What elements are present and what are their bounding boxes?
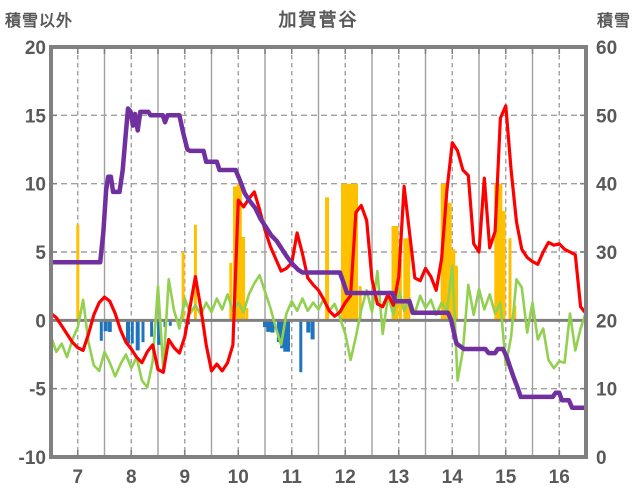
right-axis-tick-label: 30 xyxy=(596,243,617,264)
x-axis-tick-label: 7 xyxy=(72,467,83,488)
blue-bar xyxy=(168,320,172,326)
blue-bar xyxy=(283,320,288,352)
orange-bar xyxy=(508,238,512,321)
orange-bar xyxy=(455,265,458,321)
blue-bar xyxy=(310,320,315,340)
snow-depth-purple-line xyxy=(49,106,588,411)
orange-bar xyxy=(391,226,399,321)
blue-bar xyxy=(130,320,134,344)
x-axis-tick-label: 14 xyxy=(442,467,464,488)
blue-bar xyxy=(99,320,103,341)
x-axis-tick-label: 11 xyxy=(282,467,303,488)
blue-bar xyxy=(287,320,290,352)
x-axis-tick-label: 9 xyxy=(179,467,190,488)
blue-bar xyxy=(103,320,108,332)
blue-bar xyxy=(107,320,112,332)
right-axis-tick-label: 0 xyxy=(596,448,607,469)
blue-bar xyxy=(306,320,311,333)
left-axis-tick-label: 5 xyxy=(35,243,46,264)
orange-bar xyxy=(513,305,517,321)
blue-bar xyxy=(157,320,162,345)
x-axis-tick-label: 16 xyxy=(549,467,570,488)
left-axis-tick-label: 10 xyxy=(25,175,46,196)
blue-bar xyxy=(150,320,154,337)
x-axis-tick-label: 13 xyxy=(388,467,409,488)
line-series xyxy=(49,104,588,411)
orange-bar xyxy=(193,224,197,321)
left-axis-tick-label: 15 xyxy=(25,106,47,127)
orange-bar xyxy=(398,258,402,321)
blue-bar xyxy=(263,320,267,328)
blue-bar xyxy=(266,320,272,332)
right-axis-title: 積雪 xyxy=(596,13,631,30)
orange-bar xyxy=(236,183,242,321)
right-axis-tick-label: 40 xyxy=(596,175,617,196)
left-axis-tick-label: 0 xyxy=(35,311,46,332)
orange-bar xyxy=(403,238,411,321)
orange-bar xyxy=(325,197,330,321)
green-line xyxy=(49,264,588,389)
right-axis-tick-label: 10 xyxy=(596,380,617,401)
orange-bar xyxy=(501,211,506,321)
blue-bar xyxy=(299,320,303,373)
blue-bar xyxy=(276,320,281,343)
orange-bar xyxy=(494,183,503,321)
x-axis-tick-label: 15 xyxy=(495,467,517,488)
blue-bar xyxy=(141,320,145,343)
orange-bar xyxy=(245,308,249,321)
blue-bar xyxy=(270,320,275,333)
x-axis-tick-label: 10 xyxy=(228,467,249,488)
orange-bar xyxy=(358,286,362,321)
x-axis-tick-label: 12 xyxy=(335,467,356,488)
orange-bar xyxy=(229,262,233,321)
blue-bar xyxy=(135,320,140,351)
left-axis-tick-label: -5 xyxy=(29,380,46,401)
plot-frame xyxy=(49,45,588,459)
orange-bar xyxy=(241,237,246,321)
orange-bar xyxy=(181,252,185,321)
left-axis-tick-label: 20 xyxy=(25,38,46,59)
blue-bar xyxy=(126,320,130,344)
right-axis-tick-label: 60 xyxy=(596,38,617,59)
x-axis-tick-label: 8 xyxy=(126,467,137,488)
orange-bar xyxy=(341,183,358,321)
orange-bar xyxy=(447,202,452,321)
right-axis-tick-label: 20 xyxy=(596,311,617,332)
left-axis-tick-label: -10 xyxy=(19,448,46,469)
left-axis-title: 積雪以外 xyxy=(5,13,74,30)
orange-bar xyxy=(76,224,80,321)
right-axis-tick-label: 50 xyxy=(596,106,617,127)
red-line xyxy=(49,104,588,374)
orange-bar xyxy=(440,183,448,321)
chart-title: 加賀菅谷 xyxy=(278,10,359,30)
